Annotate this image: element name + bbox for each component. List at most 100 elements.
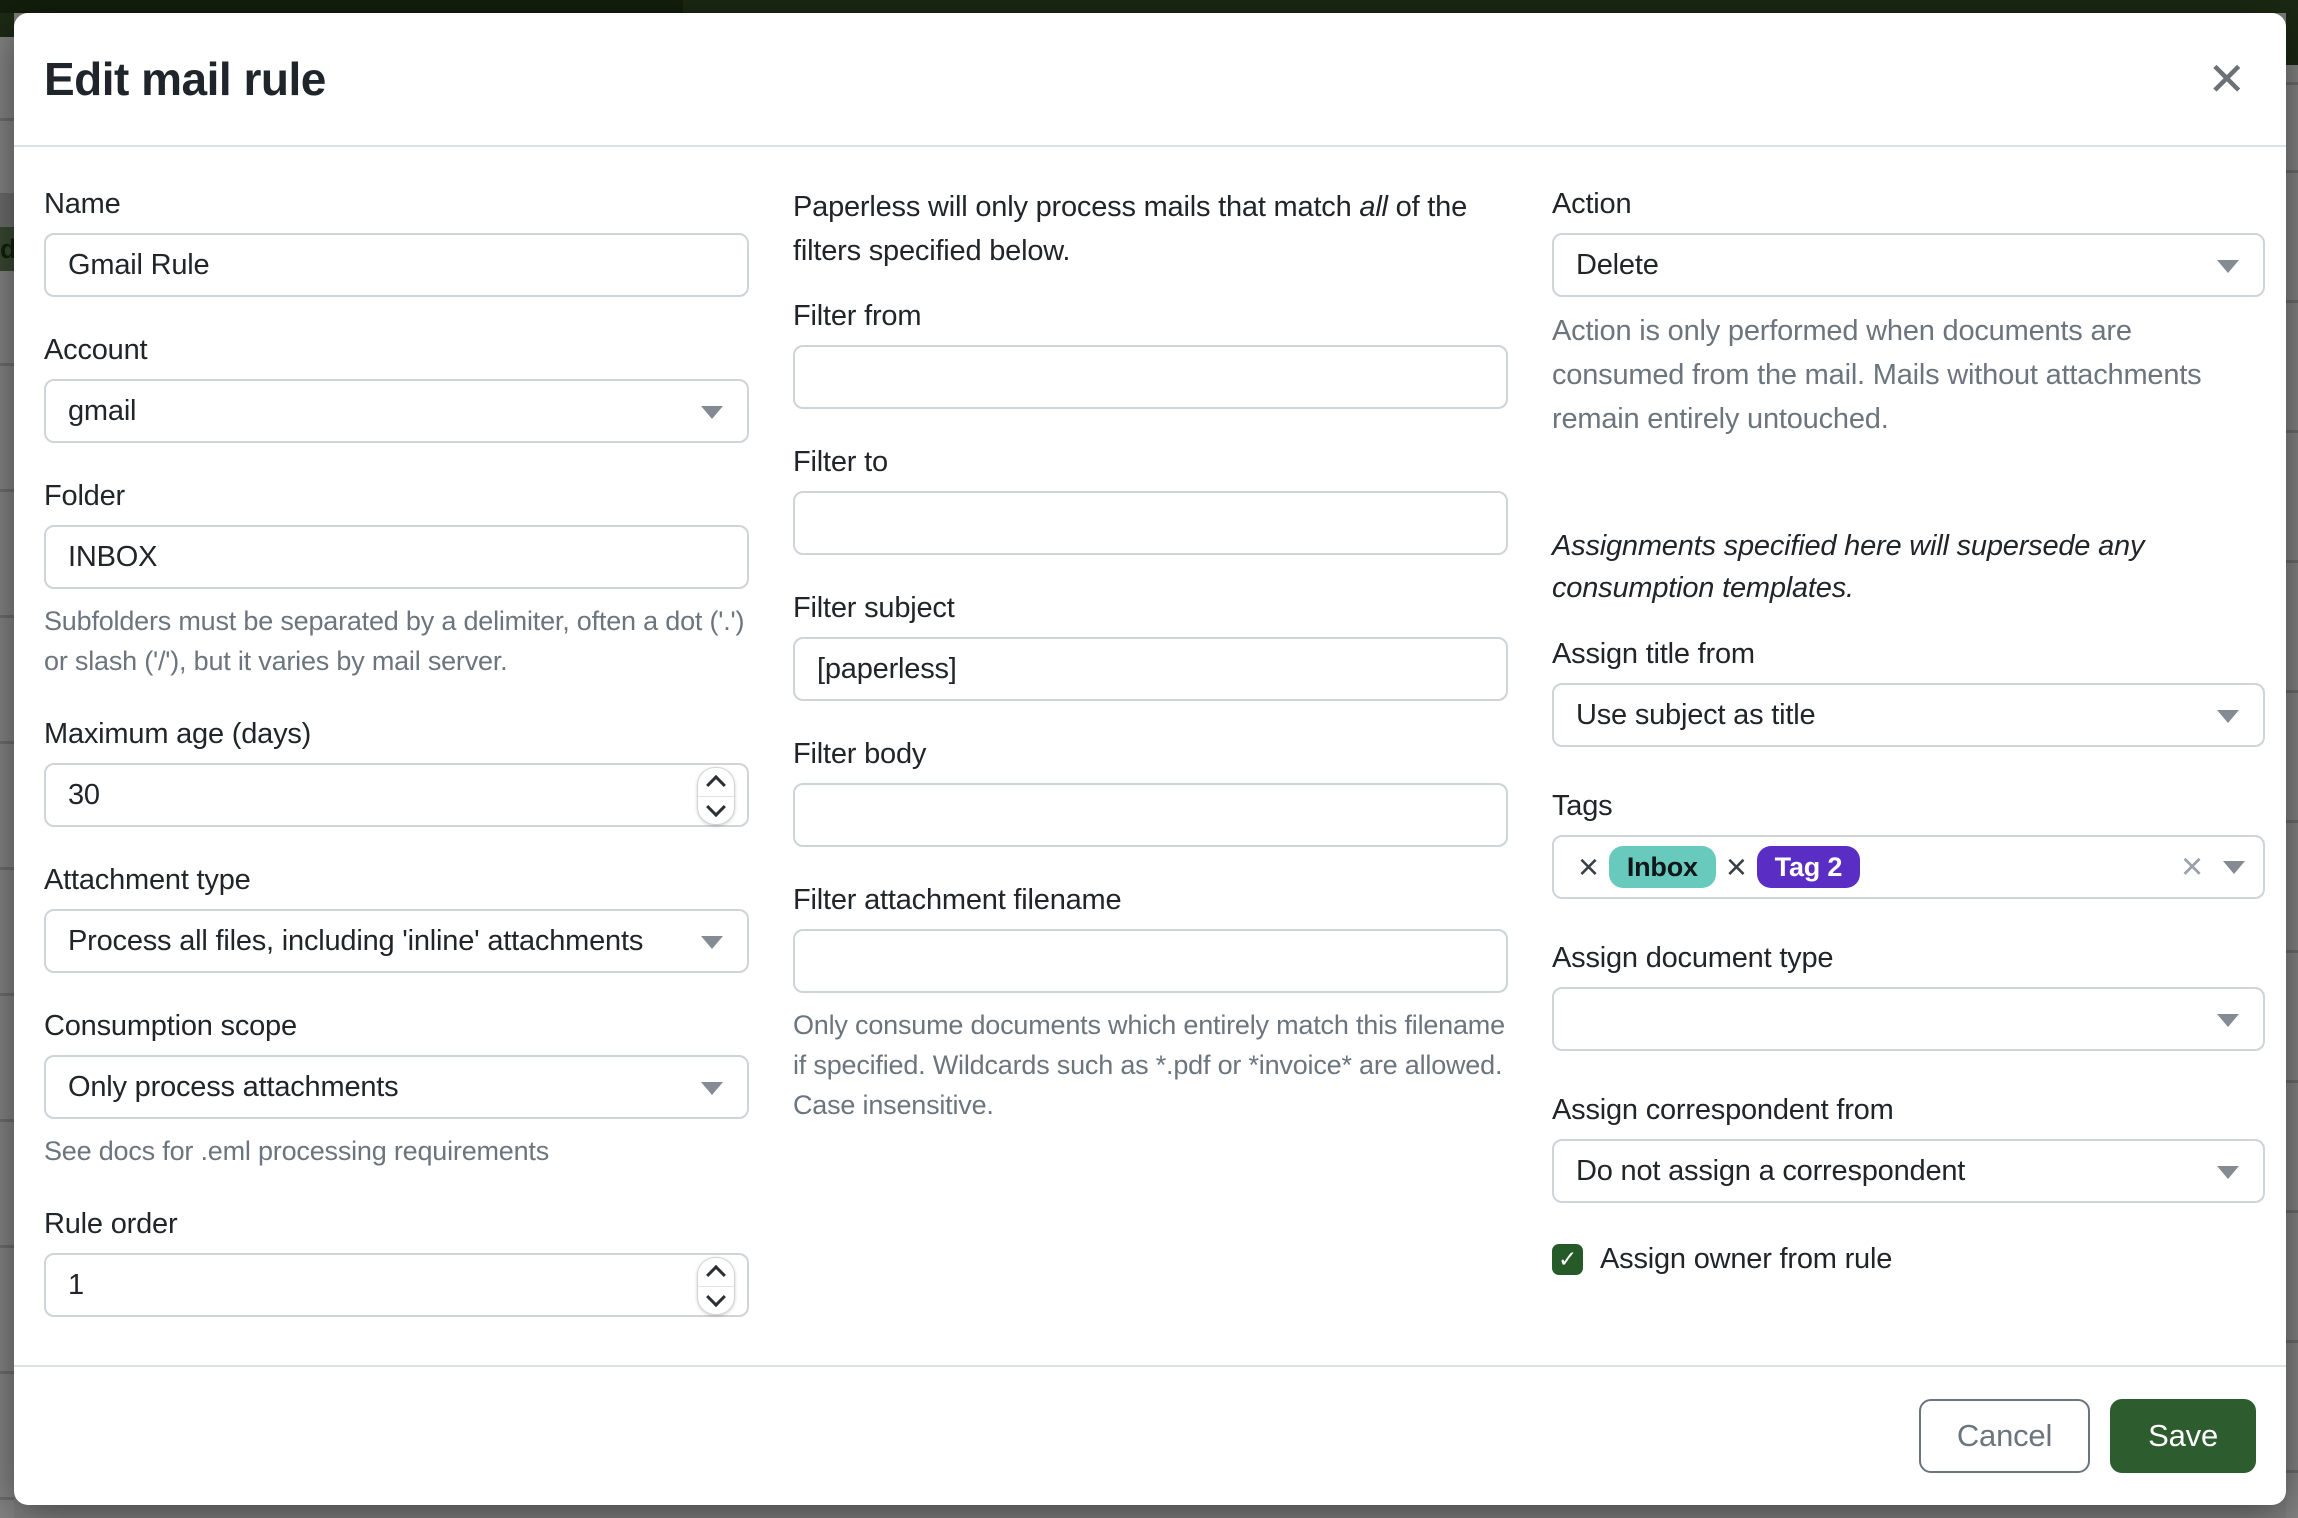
action-label: Action (1552, 188, 1632, 220)
chevron-down-icon (2217, 260, 2239, 273)
folder-label: Folder (44, 480, 125, 512)
name-label: Name (44, 188, 121, 220)
assign-owner-label: Assign owner from rule (1600, 1243, 1893, 1275)
field-consumption-scope: Consumption scope Only process attachmen… (44, 1007, 749, 1171)
filter-to-label: Filter to (793, 446, 888, 478)
assign-owner-checkbox[interactable]: ✓ (1552, 1244, 1583, 1275)
close-icon[interactable]: ✕ (2207, 53, 2246, 105)
tags-multiselect[interactable]: × Inbox × Tag 2 × (1552, 835, 2265, 899)
number-stepper[interactable] (697, 767, 735, 825)
assignments-note: Assignments specified here will supersed… (1552, 530, 2145, 604)
check-icon: ✓ (1557, 1246, 1578, 1272)
column-actions: Action Delete Action is only performed w… (1552, 185, 2265, 1365)
filter-to-input[interactable] (793, 491, 1508, 555)
page-behind-table-row (0, 193, 14, 227)
account-value: gmail (68, 394, 137, 427)
page-behind-selected-row: d (0, 227, 14, 271)
remove-tag-icon[interactable]: × (1725, 846, 1747, 887)
intro-emphasis: all (1359, 191, 1388, 223)
remove-tag-icon[interactable]: × (1578, 846, 1599, 887)
stepper-down-icon[interactable] (698, 797, 734, 825)
filter-from-input[interactable] (793, 345, 1508, 409)
assign-correspondent-from-label: Assign correspondent from (1552, 1094, 1894, 1126)
chevron-down-icon (701, 1082, 723, 1095)
column-general: Name Account gmail Folder Subfolders mus… (44, 185, 749, 1365)
action-value: Delete (1576, 248, 1659, 281)
field-filter-subject: Filter subject (793, 589, 1508, 701)
filter-subject-input[interactable] (793, 637, 1508, 701)
assign-title-from-label: Assign title from (1552, 638, 1755, 670)
filter-subject-label: Filter subject (793, 592, 955, 624)
chevron-down-icon (701, 936, 723, 949)
filter-body-input[interactable] (793, 783, 1508, 847)
folder-hint: Subfolders must be separated by a delimi… (44, 606, 745, 676)
page-behind-navbar-edge-right (2286, 0, 2298, 65)
filter-from-label: Filter from (793, 300, 922, 332)
rule-order-input[interactable]: 1 (44, 1253, 749, 1317)
filter-attachment-filename-label: Filter attachment filename (793, 884, 1122, 916)
consumption-scope-hint: See docs for .eml processing requirement… (44, 1136, 550, 1166)
max-age-input[interactable]: 30 (44, 763, 749, 827)
column-filters: Paperless will only process mails that m… (793, 185, 1508, 1365)
assign-title-from-value: Use subject as title (1576, 698, 1816, 731)
field-filter-to: Filter to (793, 443, 1508, 555)
save-button[interactable]: Save (2110, 1399, 2256, 1473)
field-rule-order: Rule order 1 (44, 1205, 749, 1317)
clear-tags-icon[interactable]: × (2181, 845, 2203, 888)
page-topbar-brand-area (0, 0, 683, 13)
number-stepper[interactable] (697, 1257, 735, 1315)
tag-chip-inbox[interactable]: Inbox (1608, 846, 1716, 888)
edit-mail-rule-dialog: Edit mail rule ✕ Name Account gmail Fold… (14, 13, 2286, 1505)
dialog-footer: Cancel Save (14, 1365, 2286, 1505)
page-topbar (0, 0, 2298, 13)
chevron-down-icon (2217, 710, 2239, 723)
cancel-button[interactable]: Cancel (1918, 1399, 2091, 1473)
assign-title-from-select[interactable]: Use subject as title (1552, 683, 2265, 747)
dialog-title: Edit mail rule (44, 53, 326, 105)
attachment-type-label: Attachment type (44, 864, 251, 896)
account-select[interactable]: gmail (44, 379, 749, 443)
tag-chip-tag2[interactable]: Tag 2 (1756, 846, 1861, 888)
stepper-up-icon[interactable] (698, 768, 734, 797)
name-input[interactable] (44, 233, 749, 297)
stepper-down-icon[interactable] (698, 1287, 734, 1315)
field-account: Account gmail (44, 331, 749, 443)
field-assign-title-from: Assign title from Use subject as title (1552, 635, 2265, 747)
assign-document-type-label: Assign document type (1552, 942, 1834, 974)
rule-order-value: 1 (68, 1268, 84, 1301)
consumption-scope-select[interactable]: Only process attachments (44, 1055, 749, 1119)
assign-document-type-select[interactable] (1552, 987, 2265, 1051)
field-filter-body: Filter body (793, 735, 1508, 847)
stepper-up-icon[interactable] (698, 1258, 734, 1287)
chevron-down-icon (2217, 1166, 2239, 1179)
chevron-down-icon (701, 406, 723, 419)
tags-label: Tags (1552, 790, 1613, 822)
filter-attachment-filename-input[interactable] (793, 929, 1508, 993)
field-folder: Folder Subfolders must be separated by a… (44, 477, 749, 681)
field-filter-attachment-filename: Filter attachment filename Only consume … (793, 881, 1508, 1125)
filter-attachment-filename-hint: Only consume documents which entirely ma… (793, 1010, 1505, 1120)
rule-order-label: Rule order (44, 1208, 178, 1240)
chevron-down-icon (2223, 860, 2245, 874)
filter-body-label: Filter body (793, 738, 927, 770)
max-age-value: 30 (68, 778, 100, 811)
dialog-header: Edit mail rule ✕ (14, 13, 2286, 147)
assign-correspondent-from-select[interactable]: Do not assign a correspondent (1552, 1139, 2265, 1203)
attachment-type-select[interactable]: Process all files, including 'inline' at… (44, 909, 749, 973)
field-action: Action Delete Action is only performed w… (1552, 185, 2265, 441)
dialog-body: Name Account gmail Folder Subfolders mus… (14, 147, 2286, 1365)
field-filter-from: Filter from (793, 297, 1508, 409)
page-behind-navbar-edge (0, 13, 14, 37)
action-hint: Action is only performed when documents … (1552, 315, 2202, 435)
field-tags: Tags × Inbox × Tag 2 × (1552, 787, 2265, 899)
action-select[interactable]: Delete (1552, 233, 2265, 297)
max-age-label: Maximum age (days) (44, 718, 312, 750)
assign-correspondent-from-value: Do not assign a correspondent (1576, 1154, 1966, 1187)
folder-input[interactable] (44, 525, 749, 589)
page-behind-left: d (0, 13, 14, 1518)
consumption-scope-value: Only process attachments (68, 1070, 399, 1103)
chevron-down-icon (2217, 1014, 2239, 1027)
field-max-age: Maximum age (days) 30 (44, 715, 749, 827)
consumption-scope-label: Consumption scope (44, 1010, 297, 1042)
page-behind-right (2286, 0, 2298, 1518)
